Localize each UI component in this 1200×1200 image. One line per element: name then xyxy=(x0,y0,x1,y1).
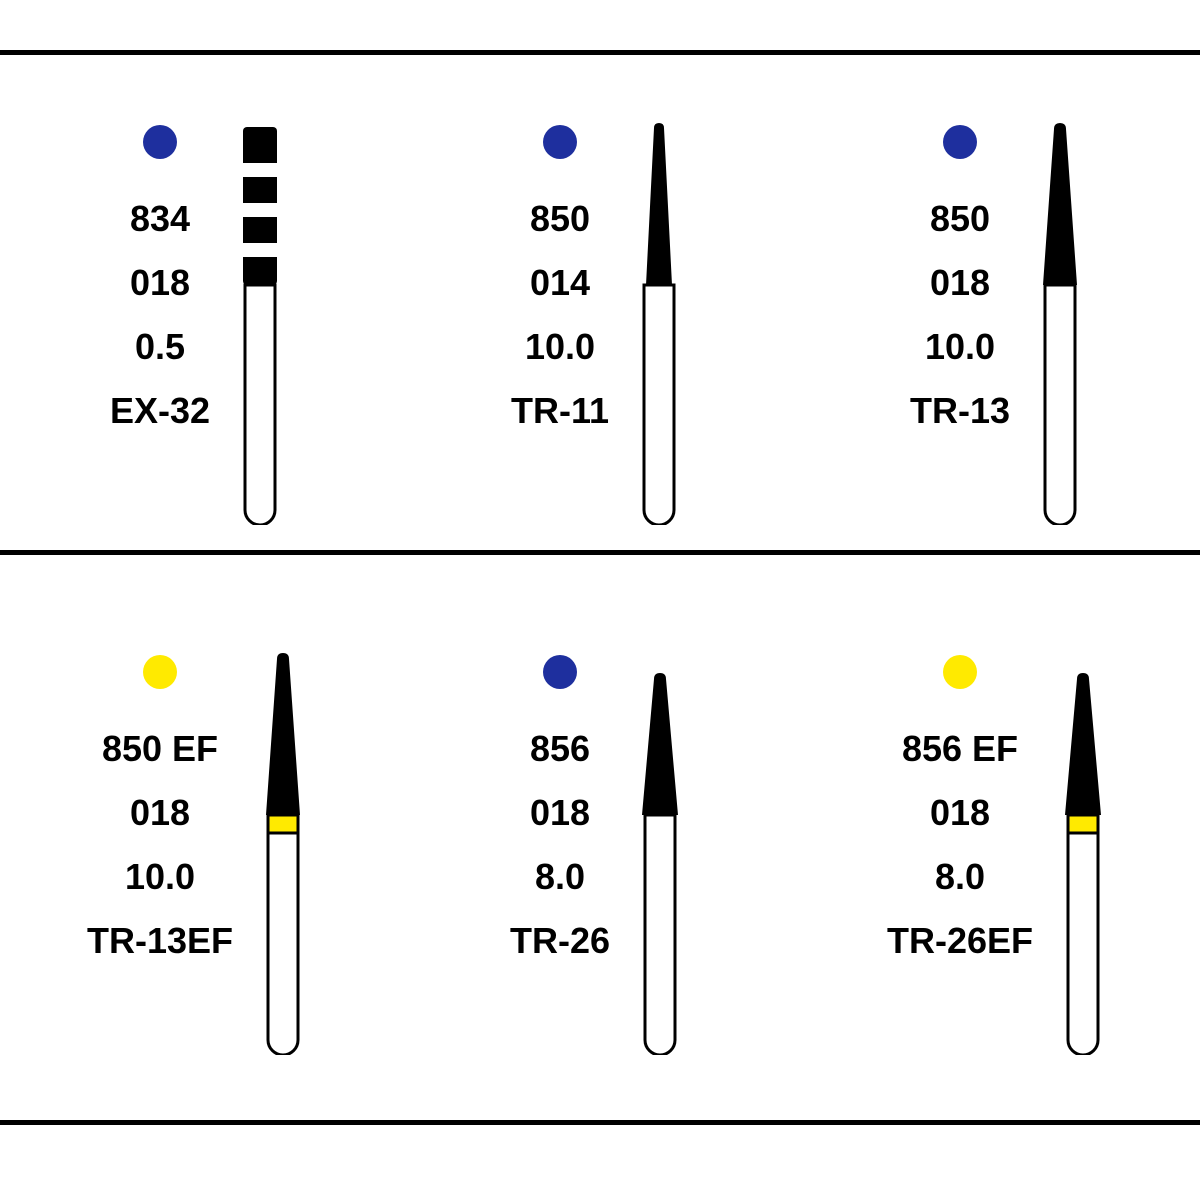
spec-text: TR-13 xyxy=(910,379,1010,443)
spec-text: 014 xyxy=(530,251,590,315)
bur-shape xyxy=(630,645,690,1055)
grit-dot xyxy=(943,655,977,689)
spec-text: 10.0 xyxy=(125,845,195,909)
bur-shape xyxy=(253,645,313,1055)
spec-text: 850 xyxy=(930,187,990,251)
bur-illustration xyxy=(1030,115,1090,525)
bur-info: 85001410.0TR-11 xyxy=(511,115,609,443)
bur-illustration xyxy=(253,645,313,1055)
spec-text: 0.5 xyxy=(135,315,185,379)
bur-cell: 850 EF01810.0TR-13EF xyxy=(0,585,400,1080)
bur-illustration xyxy=(1053,645,1113,1055)
bur-cell: 8340180.5EX-32 xyxy=(0,55,400,550)
grit-dot xyxy=(943,125,977,159)
bur-illustration xyxy=(230,115,290,525)
bur-shape xyxy=(1053,645,1113,1055)
bur-illustration xyxy=(630,645,690,1055)
bur-info: 8340180.5EX-32 xyxy=(110,115,210,443)
chart-row: 850 EF01810.0TR-13EF 8560188.0TR-26 856 … xyxy=(0,585,1200,1080)
bur-shape xyxy=(1030,115,1090,525)
spec-text: TR-26EF xyxy=(887,909,1033,973)
bur-info: 856 EF0188.0TR-26EF xyxy=(887,645,1033,973)
spec-text: 018 xyxy=(130,251,190,315)
spec-text: 834 xyxy=(130,187,190,251)
spec-text: 8.0 xyxy=(535,845,585,909)
bur-info: 8560188.0TR-26 xyxy=(510,645,610,973)
spec-text: 856 xyxy=(530,717,590,781)
divider-line xyxy=(0,1120,1200,1125)
grit-dot xyxy=(143,125,177,159)
spec-text: TR-26 xyxy=(510,909,610,973)
bur-cell: 856 EF0188.0TR-26EF xyxy=(800,585,1200,1080)
spec-text: EX-32 xyxy=(110,379,210,443)
bur-shape xyxy=(230,115,290,525)
spec-text: 018 xyxy=(930,781,990,845)
bur-cell: 8560188.0TR-26 xyxy=(400,585,800,1080)
spec-text: 018 xyxy=(130,781,190,845)
spec-text: 850 EF xyxy=(102,717,218,781)
grit-dot xyxy=(143,655,177,689)
bur-cell: 85001410.0TR-11 xyxy=(400,55,800,550)
bur-illustration xyxy=(629,115,689,525)
spec-text: TR-11 xyxy=(511,379,609,443)
bur-shape xyxy=(629,115,689,525)
grit-dot xyxy=(543,655,577,689)
spec-text: 856 EF xyxy=(902,717,1018,781)
spec-text: 8.0 xyxy=(935,845,985,909)
spec-text: 10.0 xyxy=(925,315,995,379)
bur-info: 85001810.0TR-13 xyxy=(910,115,1010,443)
spec-text: TR-13EF xyxy=(87,909,233,973)
chart-row: 8340180.5EX-32 85001410.0TR-11 85001810.… xyxy=(0,55,1200,550)
spec-text: 850 xyxy=(530,187,590,251)
bur-cell: 85001810.0TR-13 xyxy=(800,55,1200,550)
divider-line xyxy=(0,550,1200,555)
spec-text: 018 xyxy=(930,251,990,315)
bur-info: 850 EF01810.0TR-13EF xyxy=(87,645,233,973)
grit-dot xyxy=(543,125,577,159)
spec-text: 10.0 xyxy=(525,315,595,379)
spec-text: 018 xyxy=(530,781,590,845)
